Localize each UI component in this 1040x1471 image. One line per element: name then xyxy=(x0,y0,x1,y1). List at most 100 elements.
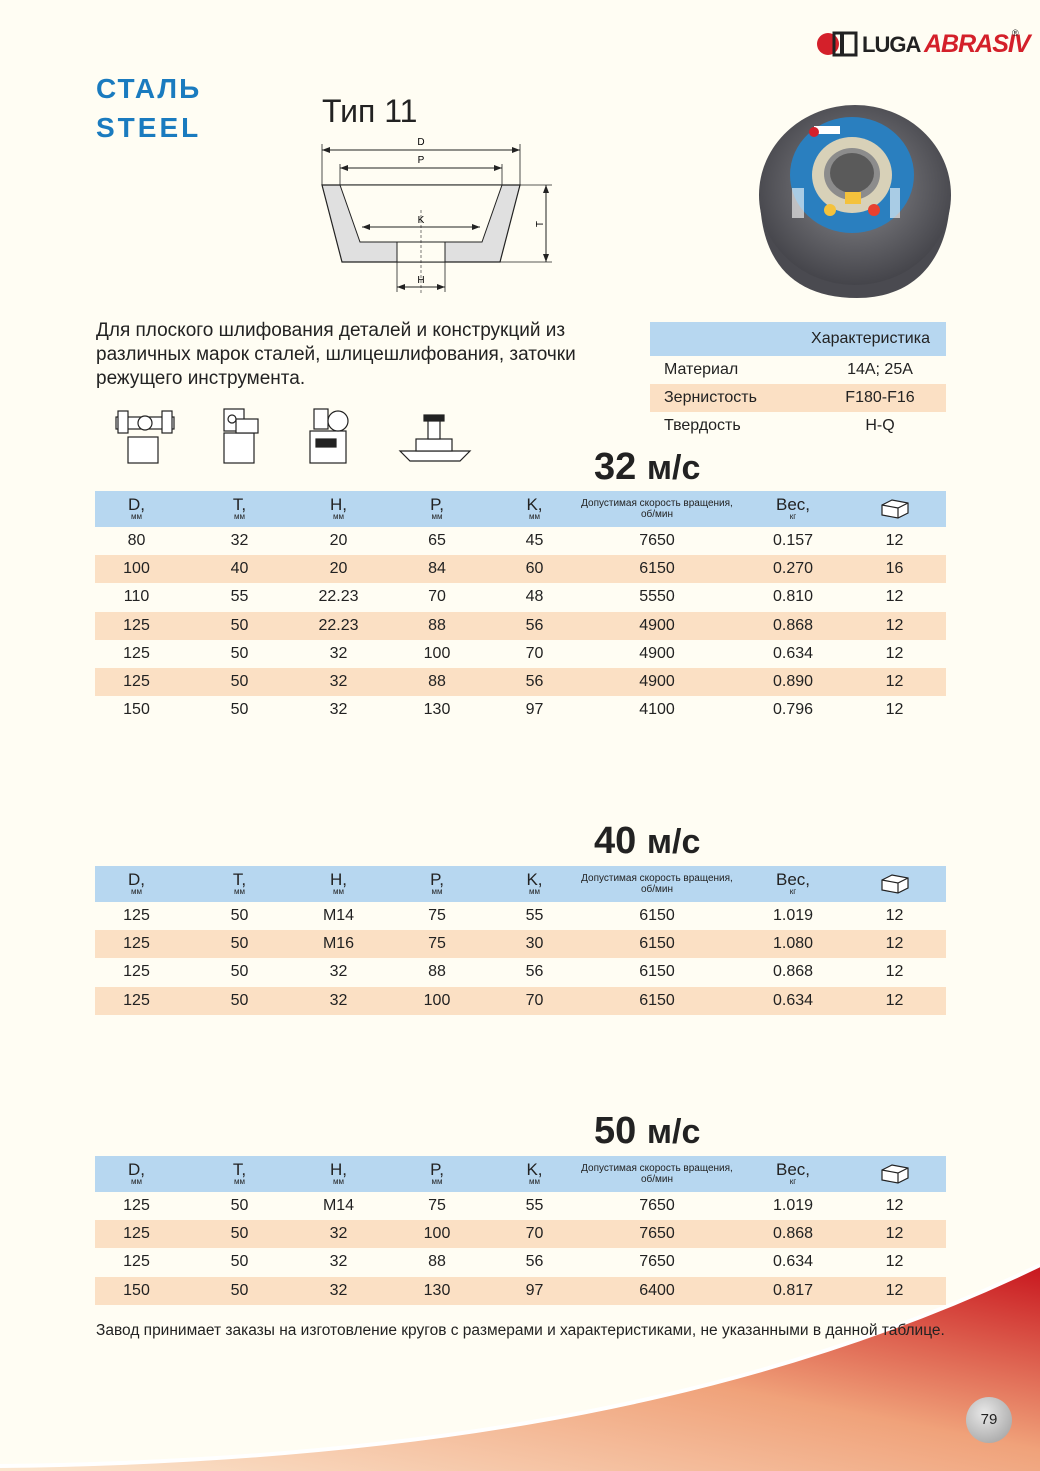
table-cell: M16 xyxy=(301,930,376,959)
table-cell: 75 xyxy=(376,930,498,959)
table-cell: 12 xyxy=(885,532,904,550)
table-cell: 1.080 xyxy=(743,930,843,959)
table-cell: 22.23 xyxy=(318,588,359,606)
table-cell: 80 xyxy=(127,532,146,550)
table-cell: 7650 xyxy=(639,1253,675,1271)
table-cell: 7650 xyxy=(571,1220,743,1249)
table-cell: 32 xyxy=(329,701,348,719)
table-cell: 70 xyxy=(525,644,544,662)
col-d: D, мм xyxy=(95,491,178,527)
table-cell: 12 xyxy=(843,930,946,959)
table-cell: 84 xyxy=(376,555,498,584)
table-cell: 100 xyxy=(423,644,451,662)
table-cell: 32 xyxy=(329,644,348,662)
table-cell: 7650 xyxy=(639,1197,675,1215)
table-cell: 56 xyxy=(525,963,544,981)
table-cell: 22.23 xyxy=(301,611,376,640)
table-cell: 4100 xyxy=(639,701,675,719)
table-cell: 12 xyxy=(843,1220,946,1249)
speed-label-40: 40 м/с xyxy=(594,820,701,862)
table-cell: 45 xyxy=(525,532,544,550)
table-cell: 88 xyxy=(428,1253,446,1271)
table-cell: 55 xyxy=(525,1197,544,1215)
char-value: F180-F16 xyxy=(813,384,946,412)
box-icon xyxy=(880,499,909,519)
table-cell: 125 xyxy=(95,930,178,959)
table-cell: 1.019 xyxy=(772,1197,814,1215)
table-cell: 0.817 xyxy=(743,1276,843,1305)
table-cell: 12 xyxy=(885,1197,904,1215)
table-cell: 56 xyxy=(525,1253,544,1271)
table-cell: 0.868 xyxy=(743,1220,843,1249)
table-cell: 60 xyxy=(498,555,571,584)
table-cell: 70 xyxy=(498,986,571,1015)
char-row: Материал 14А; 25А xyxy=(650,356,946,384)
table-cell: 97 xyxy=(525,701,544,719)
application-icons xyxy=(110,405,490,465)
table-row: 100 40 20 84 60 6150 0.270 16 xyxy=(95,555,946,584)
machine-icon-3 xyxy=(309,408,349,464)
table-cell: 48 xyxy=(525,588,544,606)
table-cell: 12 xyxy=(843,611,946,640)
diagram-label-d: D xyxy=(417,137,424,148)
table-row: 125 50 32 100 70 4900 0.634 12 xyxy=(95,640,946,668)
table-cell: 125 xyxy=(123,907,150,925)
table-cell: 0.634 xyxy=(772,1253,814,1271)
char-name: Твердость xyxy=(664,417,741,434)
table-cell: 50 xyxy=(230,907,249,925)
table-cell: 55 xyxy=(230,588,249,606)
table-cell: 125 xyxy=(95,667,178,697)
col-speed: Допустимая скорость вращения, об/мин xyxy=(571,1156,743,1192)
table-cell: 50 xyxy=(178,1220,301,1249)
title-en: STEEL xyxy=(96,112,202,143)
col-p: P, мм xyxy=(376,866,498,902)
characteristics-header: Характеристика xyxy=(650,322,946,356)
table-cell: 70 xyxy=(428,588,446,606)
col-pack xyxy=(843,491,946,527)
logo-prefix: LUGA xyxy=(862,32,921,57)
table-body: 125 50 M14 75 55 6150 1.019 12 125 50 M16 75 30 6150 1… xyxy=(95,902,946,1015)
table-cell: 0.634 xyxy=(772,644,814,662)
table-cell: 4900 xyxy=(571,611,743,640)
table-body: 125 50 M14 75 55 7650 1.019 12 125 50 32 100 70 7650 0… xyxy=(95,1192,946,1305)
col-pack xyxy=(843,866,946,902)
diagram-label-p: P xyxy=(418,155,425,166)
logo-suffix: ABRASIV xyxy=(924,30,1031,58)
table-cell: 125 xyxy=(95,986,178,1015)
table-cell: M14 xyxy=(322,907,355,925)
table-cell: 0.634 xyxy=(743,986,843,1015)
table-cell: 125 xyxy=(123,1197,150,1215)
col-k: K, мм xyxy=(498,1156,571,1192)
table-cell: 56 xyxy=(498,667,571,697)
table-cell: 0.270 xyxy=(743,555,843,584)
table-cell: 6150 xyxy=(571,555,743,584)
col-weight: Вес, кг xyxy=(743,866,843,902)
table-cell: 110 xyxy=(123,588,150,606)
table-row: 125 50 M16 75 30 6150 1.080 12 xyxy=(95,930,946,959)
col-weight: Вес, кг xyxy=(743,1156,843,1192)
table-row: 110 55 22.23 70 48 5550 0.810 12 xyxy=(95,583,946,611)
col-t: T, мм xyxy=(178,1156,301,1192)
footer-note: Завод принимает заказы на изготовление к… xyxy=(96,1322,945,1339)
table-cell: 0.810 xyxy=(772,588,814,606)
table-row: 125 50 32 88 56 4900 0.890 12 xyxy=(95,667,946,697)
logo-mark-icon xyxy=(817,31,858,57)
table-cell: 32 xyxy=(301,986,376,1015)
logo-reg: ® xyxy=(1012,28,1019,38)
table-cell: 125 xyxy=(123,963,150,981)
table-cell: 50 xyxy=(230,1197,249,1215)
table-cell: 32 xyxy=(329,1253,348,1271)
table-cell: 32 xyxy=(301,1276,376,1305)
table-row: 80 32 20 65 45 7650 0.157 12 xyxy=(95,527,946,555)
table-cell: 75 xyxy=(428,907,446,925)
col-h: H, мм xyxy=(301,866,376,902)
table-cell: 125 xyxy=(95,1220,178,1249)
box-icon xyxy=(880,1164,909,1184)
table-cell: 0.796 xyxy=(772,701,814,719)
table-32: D, мм T, мм H, мм P, мм K, мм Допустимая скор… xyxy=(95,491,946,724)
table-cell: 6150 xyxy=(639,907,675,925)
table-cell: 1.019 xyxy=(772,907,814,925)
table-cell: 12 xyxy=(843,667,946,697)
col-speed: Допустимая скорость вращения, об/мин xyxy=(571,866,743,902)
